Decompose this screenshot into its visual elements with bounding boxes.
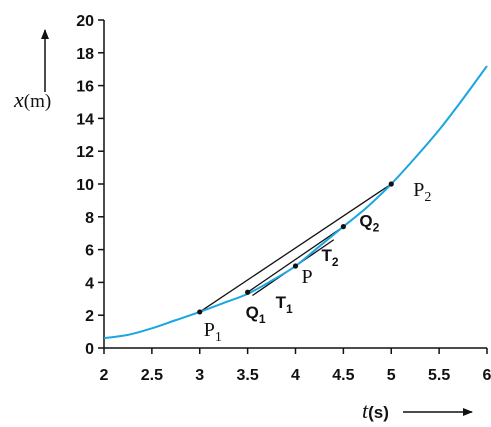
y-tick-label: 8: [85, 210, 94, 227]
label-q2: Q2: [359, 212, 379, 235]
y-tick-label: 6: [85, 243, 94, 260]
label-t1-subscript: 1: [286, 302, 293, 316]
y-axis-label: x(m): [13, 87, 51, 112]
y-tick-label: 18: [76, 46, 94, 63]
x-tick-label: 3: [195, 367, 204, 384]
x-tick-label: 4: [291, 367, 300, 384]
y-tick-label: 0: [85, 341, 94, 358]
point-q2-dot: [341, 224, 346, 229]
y-tick-label: 12: [76, 144, 94, 161]
label-p1-subscript: 1: [215, 330, 222, 345]
label-p2-subscript: 2: [424, 190, 431, 205]
label-q2-letter: Q: [359, 212, 372, 231]
point-p2-dot: [389, 181, 394, 186]
chord-lines: [200, 184, 392, 312]
x-tick-label: 6: [483, 367, 491, 384]
label-p1: P1: [204, 319, 222, 345]
y-tick-label: 2: [85, 308, 94, 325]
x-axis-label: t(s): [362, 398, 389, 423]
x-tick-label: 3.5: [237, 367, 259, 384]
y-tick-label: 20: [76, 13, 94, 30]
x-tick-label: 4.5: [332, 367, 354, 384]
y-axis-unit: (m): [24, 91, 51, 112]
label-q1: Q1: [246, 303, 266, 326]
label-p1-letter: P: [204, 319, 215, 341]
label-t2-letter: T: [322, 246, 333, 265]
label-t1-letter: T: [276, 293, 287, 312]
label-t2-subscript: 2: [332, 255, 339, 269]
y-axis-ticks: 0 2 4 6 8 10 12 14 16 18 20: [76, 13, 104, 358]
label-p2: P2: [413, 179, 431, 205]
label-t2: T2: [322, 246, 339, 269]
x-axis-unit: (s): [368, 403, 389, 422]
label-q1-letter: Q: [246, 303, 259, 322]
y-tick-label: 4: [85, 275, 94, 292]
y-tick-label: 10: [76, 177, 94, 194]
x-tick-label: 2: [100, 367, 109, 384]
x-axis-ticks: 2 2.5 3 3.5 4 4.5 5 5.5 6: [100, 348, 491, 384]
label-p: P: [302, 266, 313, 288]
label-q2-subscript: 2: [373, 221, 380, 235]
point-q1-dot: [245, 290, 250, 295]
x-tick-label: 5.5: [428, 367, 450, 384]
x-tick-label: 2.5: [141, 367, 163, 384]
label-p2-letter: P: [413, 179, 424, 201]
label-p-letter: P: [302, 266, 313, 288]
label-q1-subscript: 1: [259, 312, 266, 326]
chord-P1-P2: [200, 184, 392, 312]
x-tick-label: 5: [387, 367, 396, 384]
y-axis-var: x: [13, 87, 24, 112]
label-t1: T1: [276, 293, 293, 316]
point-p-dot: [293, 263, 298, 268]
y-tick-label: 14: [76, 111, 94, 128]
point-p1-dot: [197, 309, 202, 314]
y-tick-label: 16: [76, 79, 94, 96]
